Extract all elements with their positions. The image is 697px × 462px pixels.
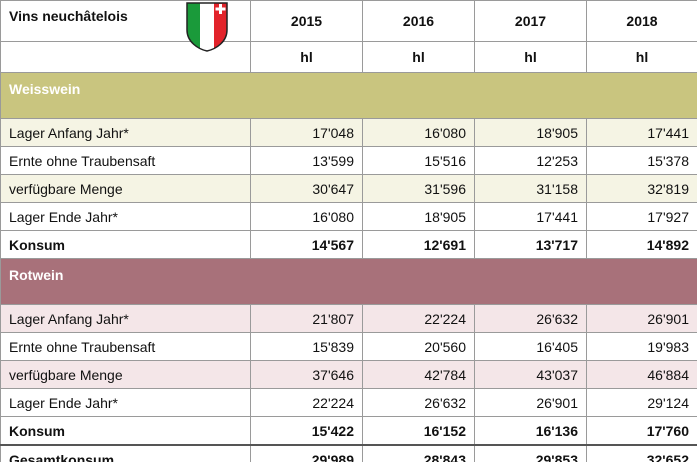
value-cell: 14'892 bbox=[586, 230, 697, 259]
value-cell: 16'080 bbox=[250, 202, 363, 231]
total-value: 32'652 bbox=[586, 444, 697, 462]
row-label: verfügbare Menge bbox=[0, 174, 251, 203]
value-cell: 17'048 bbox=[250, 118, 363, 147]
value-cell: 12'691 bbox=[362, 230, 475, 259]
value-cell: 17'760 bbox=[586, 416, 697, 446]
year-header: 2018 bbox=[586, 0, 697, 42]
value-cell: 14'567 bbox=[250, 230, 363, 259]
value-cell: 16'080 bbox=[362, 118, 475, 147]
section-name: Rotwein bbox=[0, 258, 697, 305]
value-cell: 20'560 bbox=[362, 332, 475, 361]
total-value: 29'853 bbox=[474, 444, 587, 462]
section-row: Weisswein bbox=[0, 72, 697, 119]
value-cell: 16'405 bbox=[474, 332, 587, 361]
value-cell: 43'037 bbox=[474, 360, 587, 389]
data-row: Ernte ohne Traubensaft 13'599 15'516 12'253… bbox=[0, 146, 697, 175]
data-row: verfügbare Menge 37'646 42'784 43'037 46'884 bbox=[0, 360, 697, 389]
data-row: Konsum 14'567 12'691 13'717 14'892 bbox=[0, 230, 697, 259]
value-cell: 26'901 bbox=[586, 304, 697, 333]
unit-header: hl bbox=[586, 41, 697, 73]
data-row: Lager Ende Jahr* 16'080 18'905 17'441 17'927 bbox=[0, 202, 697, 231]
value-cell: 13'717 bbox=[474, 230, 587, 259]
year-header: 2017 bbox=[474, 0, 587, 42]
value-cell: 15'839 bbox=[250, 332, 363, 361]
value-cell: 26'901 bbox=[474, 388, 587, 417]
row-label: Konsum bbox=[0, 230, 251, 259]
total-label: Gesamtkonsum bbox=[0, 444, 251, 462]
value-cell: 18'905 bbox=[362, 202, 475, 231]
row-label: Ernte ohne Traubensaft bbox=[0, 332, 251, 361]
data-row: Ernte ohne Traubensaft 15'839 20'560 16'405… bbox=[0, 332, 697, 361]
value-cell: 21'807 bbox=[250, 304, 363, 333]
header-row: Vins neuchâtelois 2015 2016 2017 2018 bbox=[0, 0, 697, 42]
data-row: Lager Ende Jahr* 22'224 26'632 26'901 29'124 bbox=[0, 388, 697, 417]
value-cell: 26'632 bbox=[362, 388, 475, 417]
value-cell: 15'516 bbox=[362, 146, 475, 175]
row-label: verfügbare Menge bbox=[0, 360, 251, 389]
value-cell: 17'927 bbox=[586, 202, 697, 231]
value-cell: 19'983 bbox=[586, 332, 697, 361]
neuchatel-flag bbox=[186, 2, 228, 52]
section-name: Weisswein bbox=[0, 72, 697, 119]
value-cell: 18'905 bbox=[474, 118, 587, 147]
year-header: 2016 bbox=[362, 0, 475, 42]
value-cell: 13'599 bbox=[250, 146, 363, 175]
total-value: 29'989 bbox=[250, 444, 363, 462]
value-cell: 15'378 bbox=[586, 146, 697, 175]
unit-header: hl bbox=[250, 41, 363, 73]
value-cell: 31'158 bbox=[474, 174, 587, 203]
row-label: Konsum bbox=[0, 416, 251, 446]
value-cell: 37'646 bbox=[250, 360, 363, 389]
total-row: Gesamtkonsum 29'989 28'843 29'853 32'652 bbox=[0, 444, 697, 462]
value-cell: 15'422 bbox=[250, 416, 363, 446]
row-label: Ernte ohne Traubensaft bbox=[0, 146, 251, 175]
row-label: Lager Anfang Jahr* bbox=[0, 304, 251, 333]
value-cell: 17'441 bbox=[586, 118, 697, 147]
unit-row: hl hl hl hl bbox=[0, 41, 697, 73]
value-cell: 30'647 bbox=[250, 174, 363, 203]
value-cell: 16'152 bbox=[362, 416, 475, 446]
value-cell: 31'596 bbox=[362, 174, 475, 203]
row-label: Lager Anfang Jahr* bbox=[0, 118, 251, 147]
row-label: Lager Ende Jahr* bbox=[0, 388, 251, 417]
value-cell: 42'784 bbox=[362, 360, 475, 389]
value-cell: 46'884 bbox=[586, 360, 697, 389]
section-row: Rotwein bbox=[0, 258, 697, 305]
value-cell: 29'124 bbox=[586, 388, 697, 417]
unit-header: hl bbox=[474, 41, 587, 73]
value-cell: 26'632 bbox=[474, 304, 587, 333]
value-cell: 22'224 bbox=[362, 304, 475, 333]
value-cell: 32'819 bbox=[586, 174, 697, 203]
data-row: verfügbare Menge 30'647 31'596 31'158 32'819 bbox=[0, 174, 697, 203]
unit-header: hl bbox=[362, 41, 475, 73]
value-cell: 22'224 bbox=[250, 388, 363, 417]
year-header: 2015 bbox=[250, 0, 363, 42]
value-cell: 16'136 bbox=[474, 416, 587, 446]
data-row: Lager Anfang Jahr* 21'807 22'224 26'632 26'9… bbox=[0, 304, 697, 333]
value-cell: 12'253 bbox=[474, 146, 587, 175]
data-row: Lager Anfang Jahr* 17'048 16'080 18'905 17'4… bbox=[0, 118, 697, 147]
row-label: Lager Ende Jahr* bbox=[0, 202, 251, 231]
data-row: Konsum 15'422 16'152 16'136 17'760 bbox=[0, 416, 697, 446]
value-cell: 17'441 bbox=[474, 202, 587, 231]
total-value: 28'843 bbox=[362, 444, 475, 462]
